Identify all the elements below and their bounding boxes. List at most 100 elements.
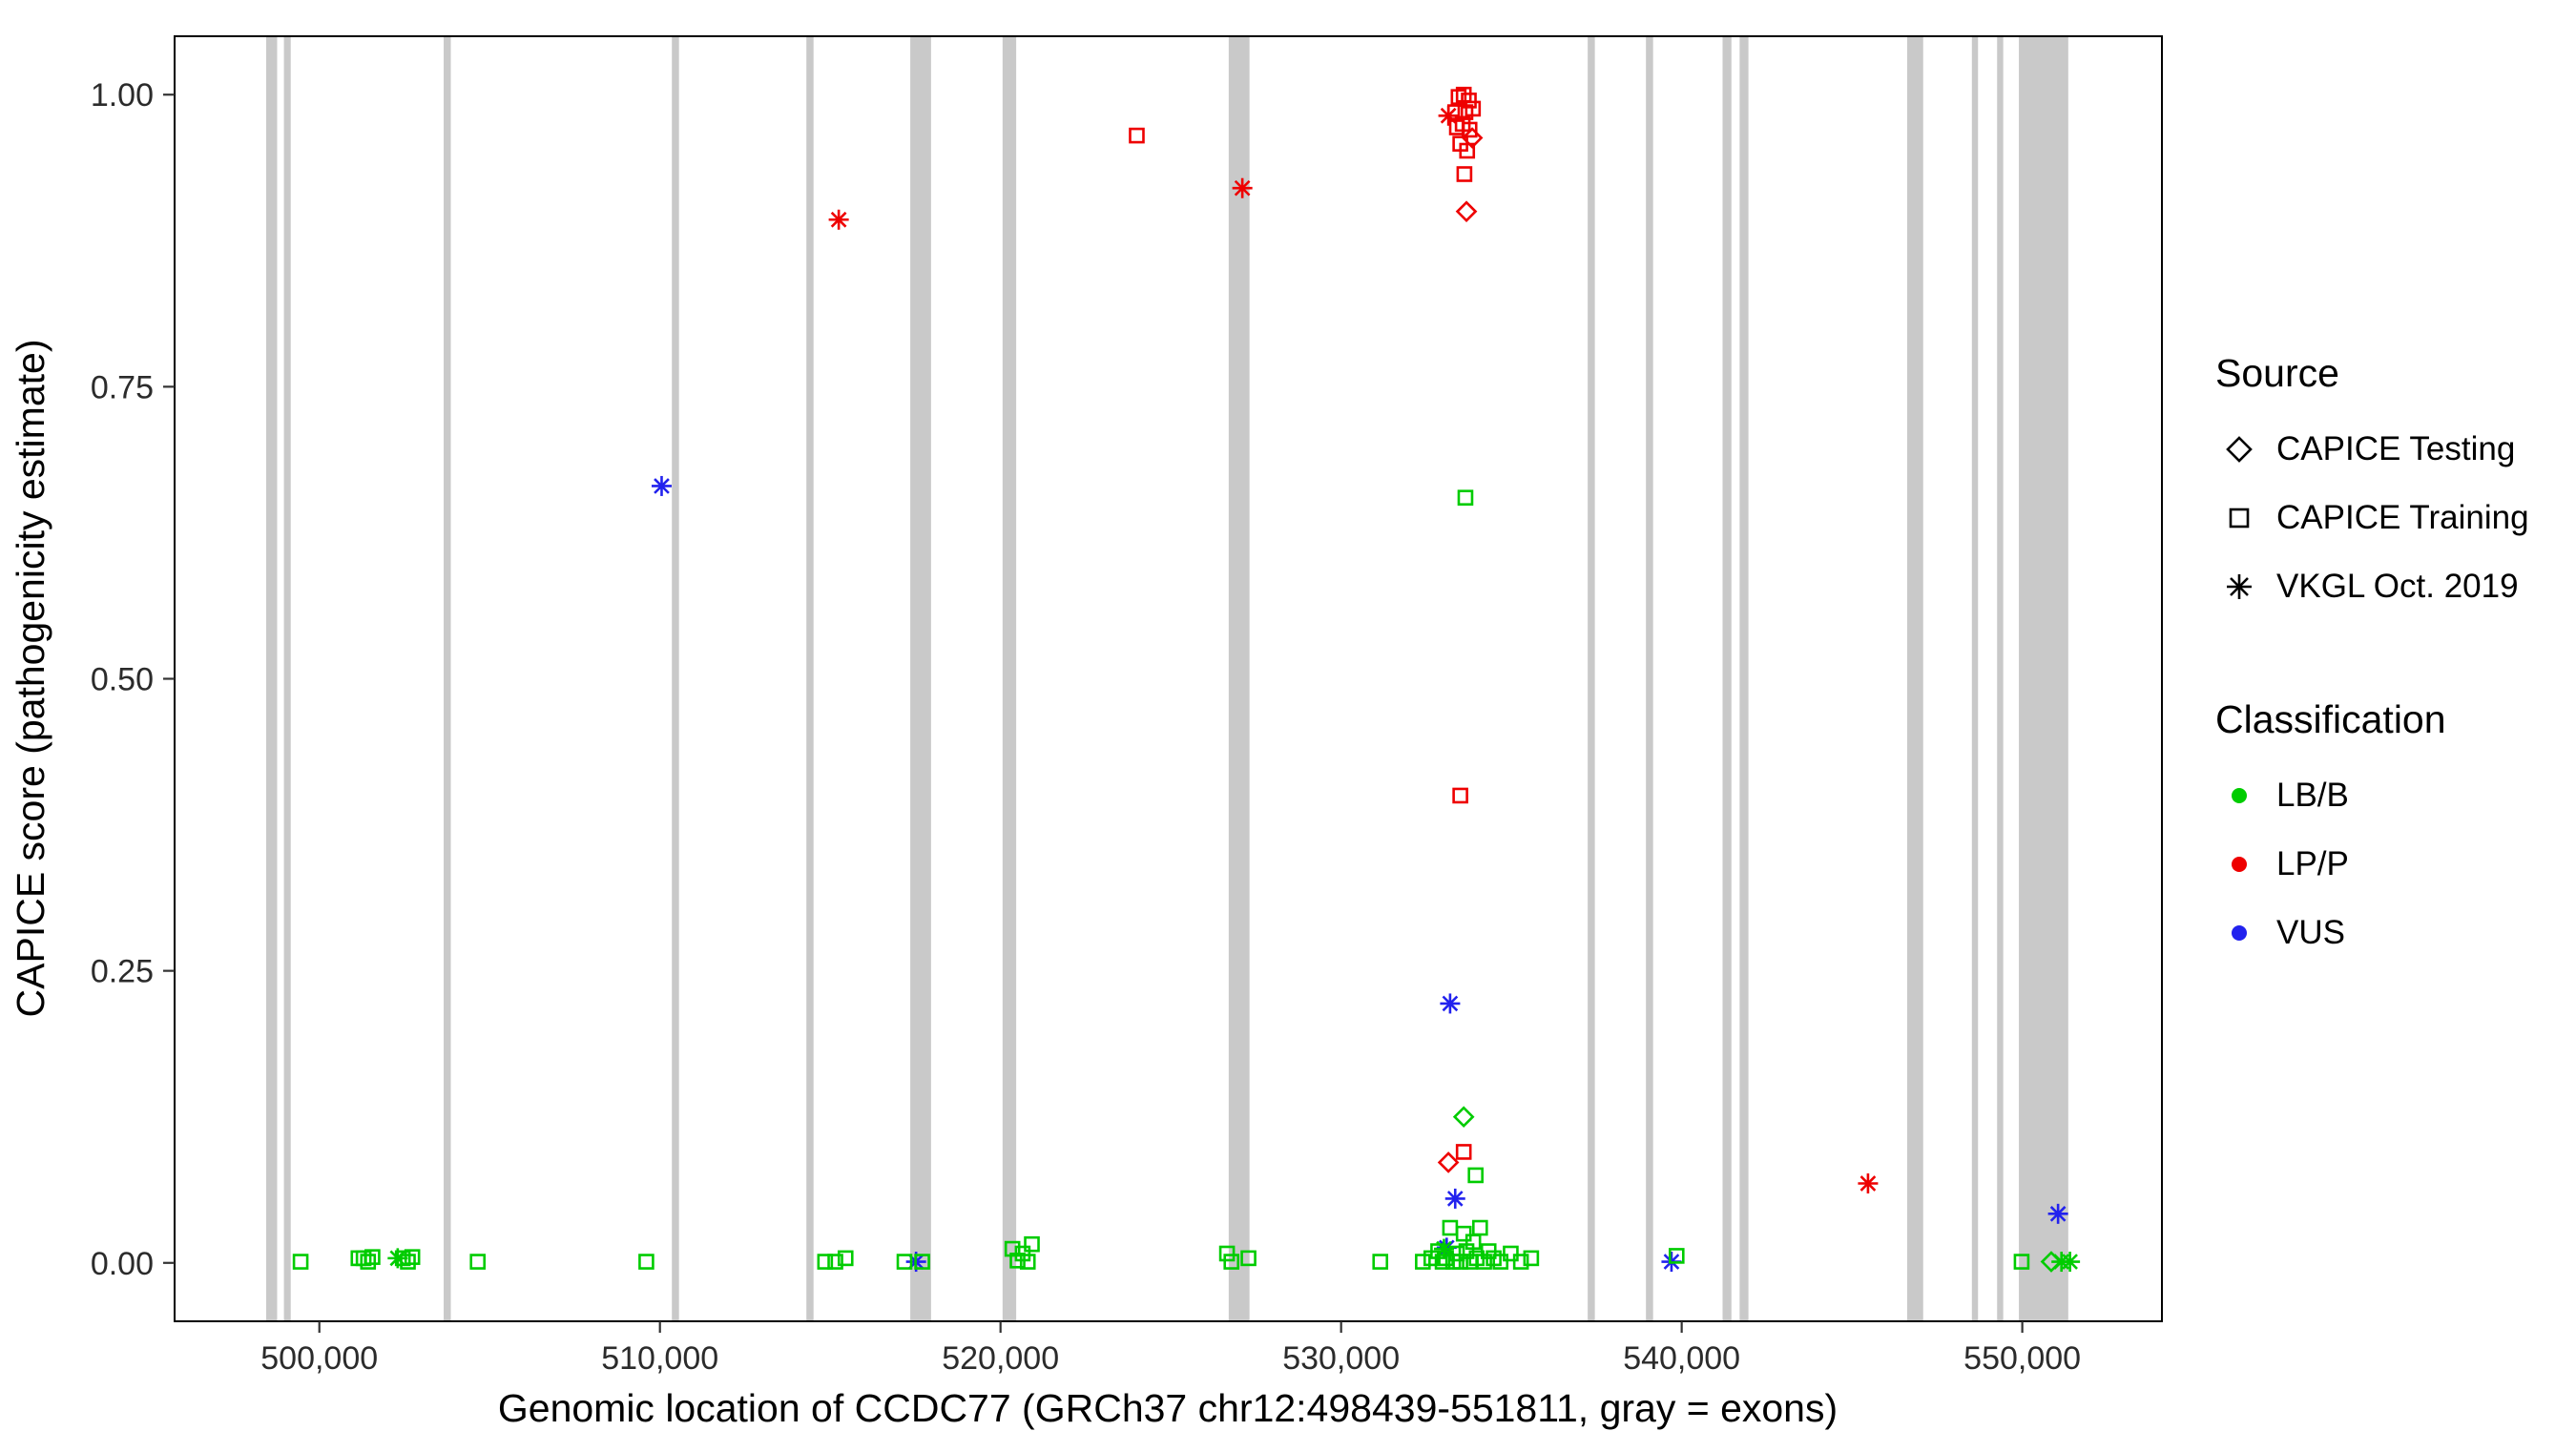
- asterisk-icon: [2227, 574, 2252, 599]
- y-tick-label: 0.25: [91, 954, 154, 990]
- x-tick-label: 520,000: [942, 1340, 1059, 1377]
- legend-label: VUS: [2276, 914, 2345, 951]
- exon-bar: [1646, 36, 1653, 1321]
- data-point-square: [1472, 1219, 1488, 1236]
- data-point-asterisk: [1444, 1188, 1465, 1209]
- legend-label: CAPICE Training: [2276, 499, 2529, 536]
- data-point-diamond: [1455, 200, 1478, 223]
- data-point-square: [1523, 1250, 1540, 1267]
- data-point-square: [1455, 1225, 1472, 1242]
- data-point-square: [1129, 127, 1145, 144]
- exon-bar: [1588, 36, 1595, 1321]
- legend-title-source: Source: [2215, 351, 2339, 395]
- data-point-square: [837, 1250, 854, 1267]
- blue-dot-icon: [2232, 925, 2247, 941]
- data-point-square: [1452, 787, 1468, 804]
- legend-item-lpp: LP/P: [2215, 830, 2529, 899]
- data-point-asterisk: [2047, 1203, 2068, 1224]
- data-point-square: [1512, 1254, 1529, 1270]
- data-point-square: [1004, 1240, 1021, 1257]
- exon-bar: [444, 36, 451, 1321]
- y-axis-title: CAPICE score (pathogenicity estimate): [9, 340, 52, 1018]
- exon-bar: [910, 36, 931, 1321]
- data-point-square: [1372, 1254, 1389, 1270]
- legend-label: LP/P: [2276, 845, 2349, 882]
- x-tick-label: 510,000: [601, 1340, 718, 1377]
- data-point-square: [1457, 489, 1474, 506]
- data-point-square: [469, 1254, 487, 1270]
- data-point-diamond: [1461, 127, 1484, 149]
- data-point-square: [827, 1254, 843, 1270]
- data-point-asterisk: [1438, 105, 1459, 126]
- diamond-icon: [2226, 436, 2253, 463]
- green-dot-icon: [2232, 788, 2247, 803]
- y-tick-label: 0.00: [91, 1246, 154, 1282]
- panel-border-layer: [174, 35, 2163, 1322]
- data-point-asterisk: [2060, 1252, 2081, 1273]
- y-tick-label: 1.00: [91, 77, 154, 114]
- data-point-square: [1461, 121, 1478, 138]
- data-point-square: [817, 1254, 834, 1270]
- data-point-square: [1450, 89, 1467, 105]
- legend-group-source: Source CAPICE Testing CAPICE Training: [2215, 351, 2529, 621]
- data-point-square: [1218, 1245, 1236, 1262]
- exon-bars: [265, 36, 2068, 1321]
- y-tick-label: 0.50: [91, 662, 154, 698]
- data-point-square: [355, 1250, 372, 1267]
- data-point-square: [896, 1254, 913, 1270]
- data-point-square: [364, 1249, 381, 1265]
- red-dot-icon: [2232, 857, 2247, 872]
- exon-bar: [1228, 36, 1250, 1321]
- data-point-asterisk: [828, 209, 849, 230]
- data-point-square: [1240, 1250, 1257, 1267]
- data-point-diamond: [1437, 1151, 1460, 1173]
- data-point-square: [1223, 1254, 1240, 1270]
- data-point-asterisk: [1433, 1238, 1454, 1259]
- exon-bar: [283, 36, 291, 1321]
- exon-bar: [1722, 36, 1732, 1321]
- data-point-square: [1442, 1219, 1459, 1236]
- legend-title-classification: Classification: [2215, 697, 2446, 741]
- data-point-square: [1459, 142, 1476, 159]
- data-point-square: [360, 1254, 377, 1270]
- data-point-diamond: [1452, 1106, 1475, 1129]
- data-point-square: [1465, 100, 1482, 117]
- exon-bar: [1906, 36, 1923, 1321]
- data-point-square: [1461, 93, 1477, 109]
- exon-bar: [2019, 36, 2068, 1321]
- data-point-square: [1467, 1167, 1484, 1184]
- data-point-square: [1503, 1245, 1519, 1262]
- exon-bar: [1739, 36, 1749, 1321]
- data-point-square: [1415, 1254, 1431, 1270]
- legend-item-vus: VUS: [2215, 899, 2529, 967]
- legend-label: VKGL Oct. 2019: [2276, 568, 2519, 605]
- data-point-square: [1024, 1235, 1040, 1253]
- x-tick-label: 500,000: [260, 1340, 378, 1377]
- data-point-square: [1019, 1254, 1036, 1270]
- data-point-square: [1456, 166, 1473, 182]
- x-axis-title: Genomic location of CCDC77 (GRCh37 chr12…: [498, 1386, 1838, 1430]
- data-point-square: [2013, 1254, 2030, 1270]
- square-icon: [2229, 508, 2250, 529]
- exon-bar: [1971, 36, 1979, 1321]
- data-point-square: [1014, 1245, 1031, 1262]
- axes: 500,000 510,000 520,000 530,000 540,000 550,0…: [91, 77, 2081, 1377]
- legend: Source CAPICE Testing CAPICE Training: [2215, 351, 2529, 967]
- data-point-asterisk: [1858, 1173, 1879, 1194]
- data-point-square: [350, 1250, 367, 1267]
- legend-item-vkgl: VKGL Oct. 2019: [2215, 552, 2529, 621]
- data-point-asterisk: [1440, 993, 1461, 1014]
- data-point-asterisk: [1232, 177, 1253, 198]
- legend-item-capice-testing: CAPICE Testing: [2215, 415, 2529, 484]
- data-point-square: [1492, 1254, 1509, 1270]
- data-point-square: [292, 1254, 309, 1270]
- legend-item-lbb: LB/B: [2215, 761, 2529, 830]
- data-points: [292, 86, 2081, 1273]
- exon-bar: [672, 36, 679, 1321]
- exon-bar: [1997, 36, 2004, 1321]
- data-point-square: [914, 1254, 930, 1270]
- data-point-square: [1455, 1144, 1472, 1160]
- data-point-asterisk: [387, 1248, 408, 1269]
- x-tick-label: 550,000: [1963, 1340, 2081, 1377]
